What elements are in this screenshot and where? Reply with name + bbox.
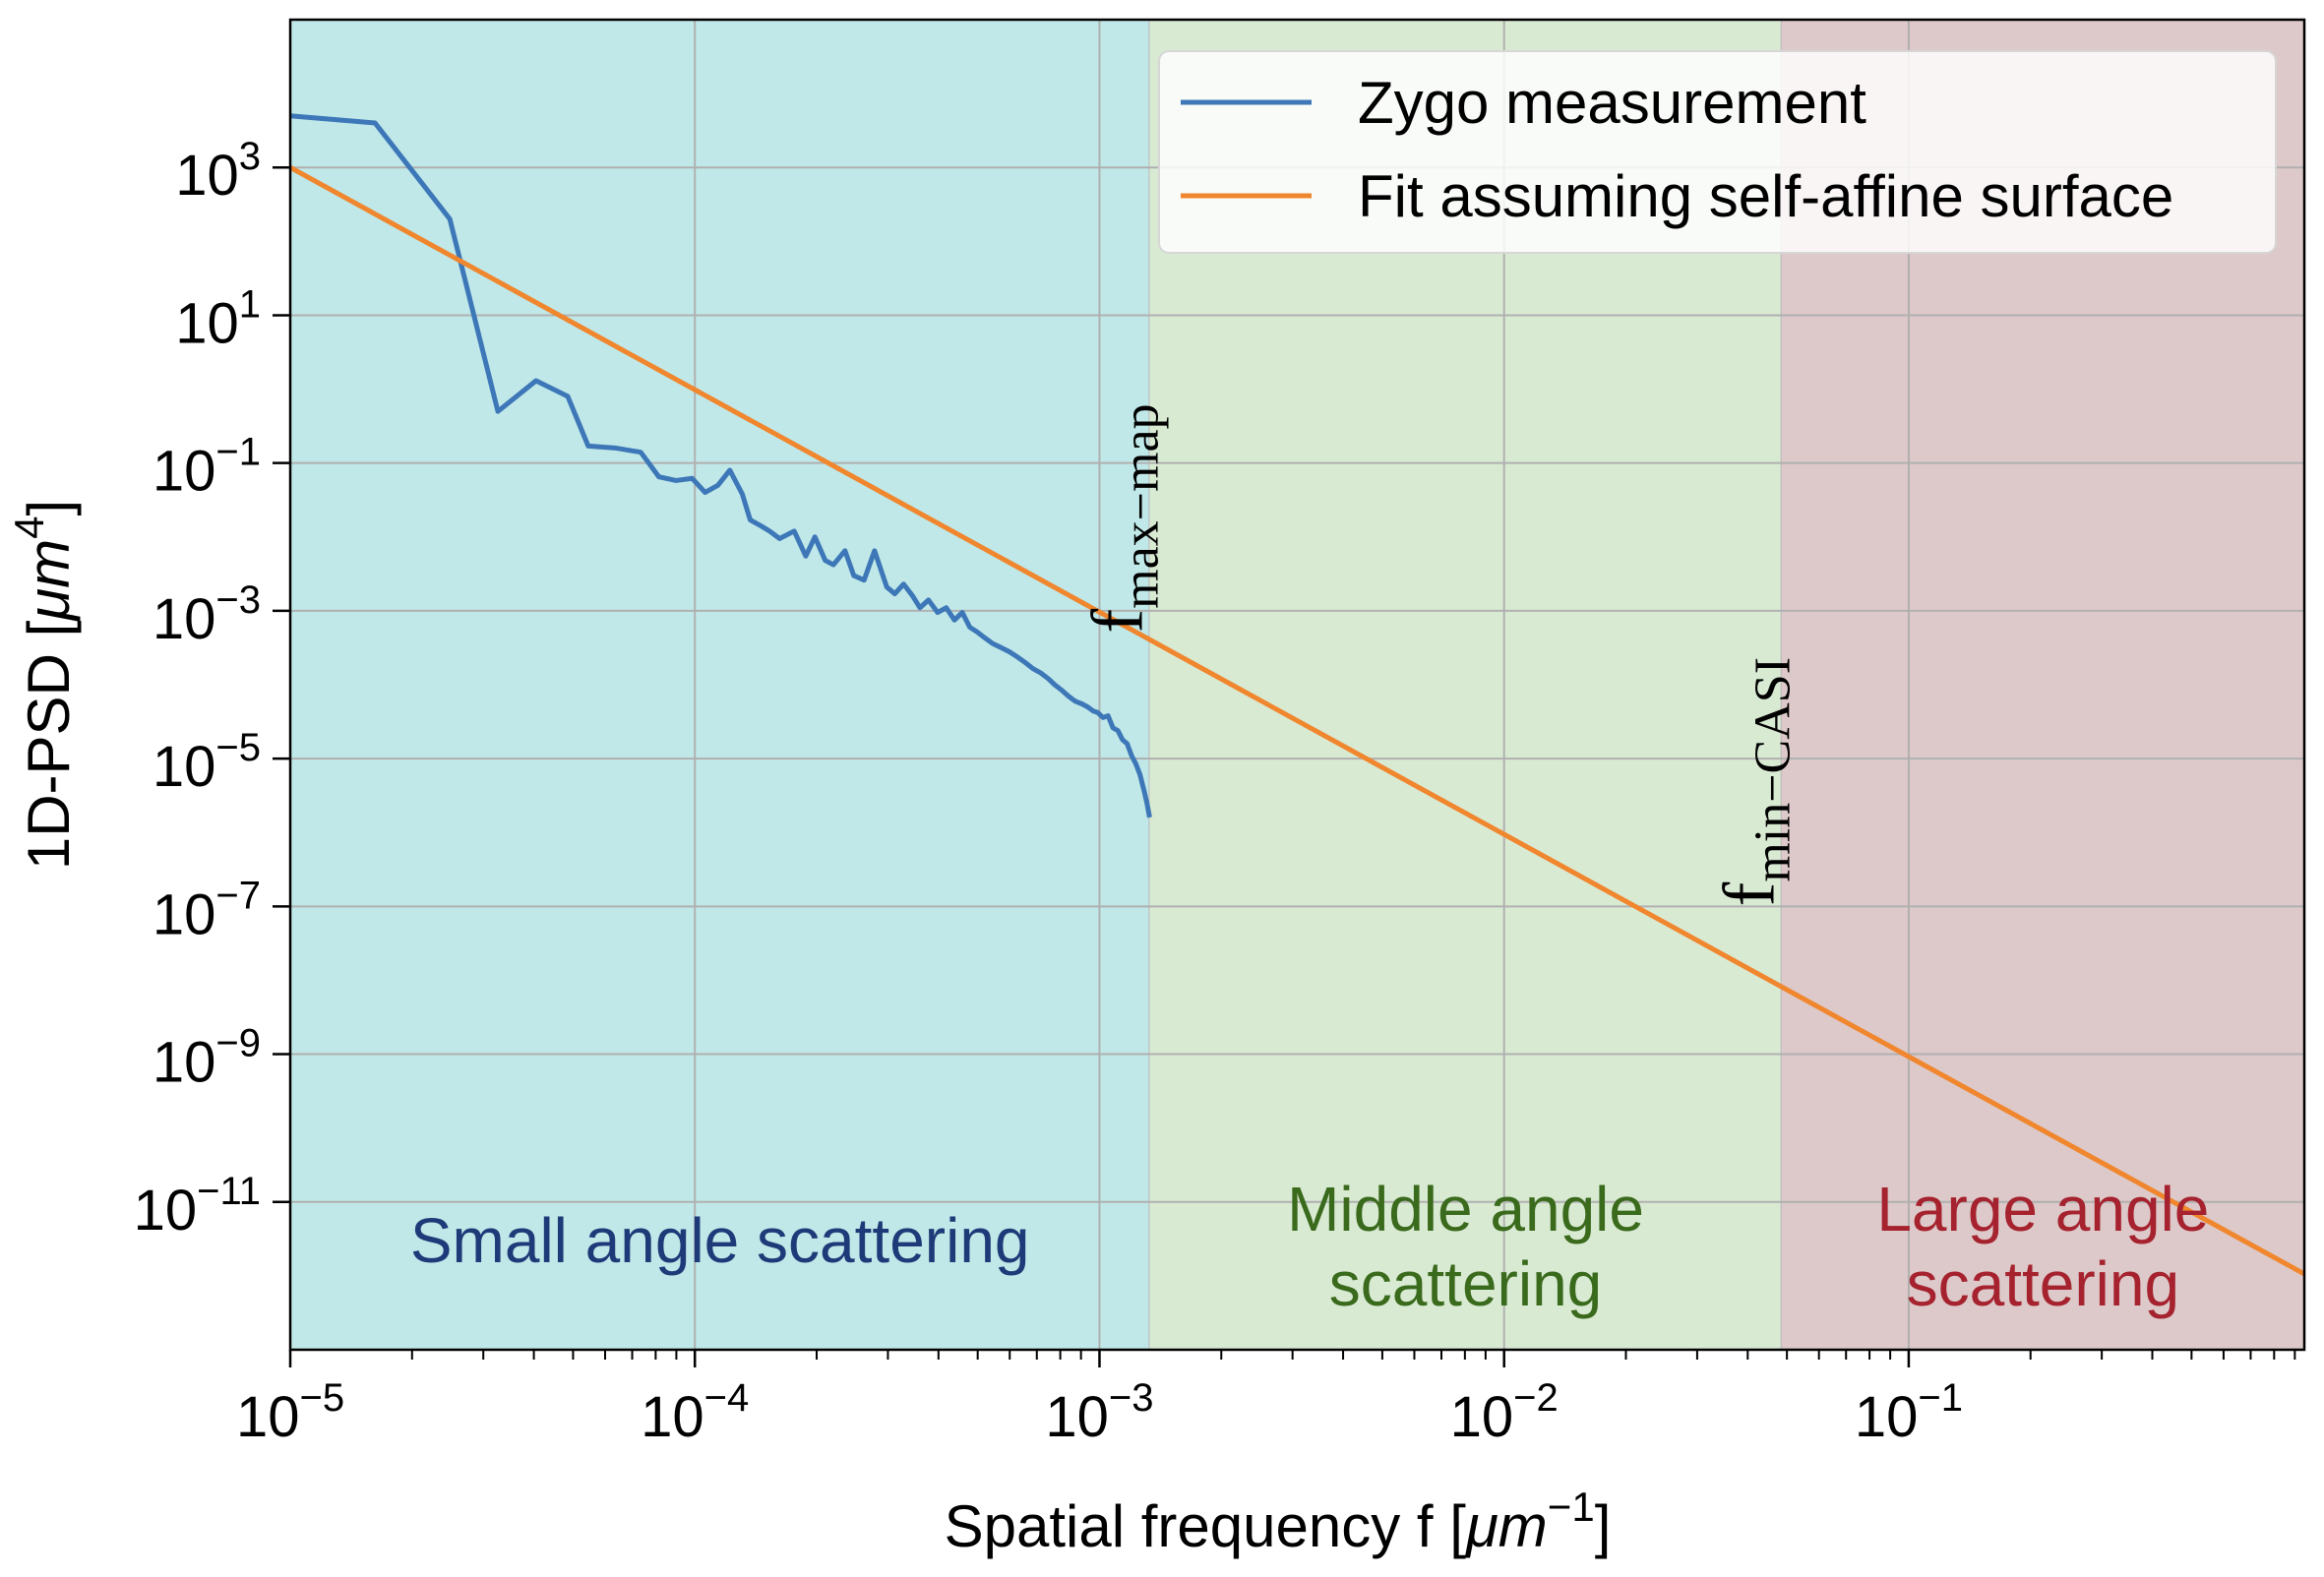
x-axis-label-suffix: ]: [1595, 1493, 1612, 1559]
x-axis-label: Spatial frequency f [μm−1]: [945, 1484, 1612, 1559]
y-axis-label-unit: μm: [16, 539, 82, 623]
x-axis-label-prefix: Spatial frequency f [: [945, 1493, 1467, 1559]
y-tick-label-4: 10−5: [153, 726, 261, 799]
x-tick-label-1: 10−5: [236, 1376, 344, 1449]
series-layer: [288, 113, 2306, 1277]
y-tick-base: 10: [153, 587, 216, 651]
x-tick-exp: −2: [1513, 1376, 1559, 1420]
plot-frame: [288, 18, 2306, 1352]
annotation-main: f: [1710, 881, 1791, 906]
region-2-label-line-2: scattering: [1329, 1248, 1602, 1319]
annotation-main: f: [1077, 608, 1158, 633]
legend-box: [1158, 50, 2277, 254]
y-tick-base: 10: [153, 882, 216, 946]
y-axis-label-exp: 4: [6, 516, 52, 539]
series-line-1: [289, 113, 1152, 819]
x-tick-base: 10: [1450, 1385, 1514, 1449]
x-tick-label-2: 10−4: [641, 1376, 749, 1449]
y-tick-base: 10: [175, 144, 239, 208]
y-tick-exp: −9: [215, 1022, 261, 1065]
x-tick-exp: −3: [1109, 1376, 1154, 1420]
y-tick-base: 10: [153, 1031, 216, 1095]
x-tick-label-5: 10−1: [1855, 1376, 1963, 1449]
boundary-annotation-f-min-casi: fmin−CASI: [1710, 657, 1802, 906]
y-tick-exp: −11: [197, 1170, 261, 1213]
x-tick-base: 10: [641, 1385, 704, 1449]
y-tick-label-6: 10−1: [153, 431, 261, 504]
y-tick-label-1: 10−11: [134, 1170, 261, 1243]
x-axis-label-unit: μm: [1464, 1493, 1548, 1559]
legend-label-2: Fit assuming self-affine surface: [1358, 163, 2173, 229]
x-tick-exp: −5: [299, 1376, 344, 1420]
annotation-subscript: min−CASI: [1745, 657, 1802, 882]
x-tick-base: 10: [1855, 1385, 1919, 1449]
boundary-annotation-f-max-map: fmax−map: [1077, 403, 1169, 633]
y-tick-label-8: 103: [175, 135, 261, 208]
y-tick-label-2: 10−9: [153, 1022, 261, 1095]
y-tick-label-7: 101: [175, 282, 261, 355]
y-axis-label: 1D-PSD [μm4]: [6, 500, 82, 870]
y-tick-base: 10: [153, 735, 216, 799]
frame-layer: [273, 18, 2306, 1367]
y-tick-exp: 1: [239, 282, 261, 326]
x-axis-label-exp: −1: [1548, 1484, 1595, 1530]
y-tick-base: 10: [134, 1179, 198, 1243]
y-tick-label-5: 10−3: [153, 578, 261, 651]
y-tick-exp: −7: [215, 874, 261, 917]
legend: Zygo measurement Fit assuming self-affine…: [1158, 50, 2277, 254]
x-tick-exp: −4: [704, 1376, 750, 1420]
legend-label-1: Zygo measurement: [1358, 70, 1866, 136]
region-1-label-line-1: Small angle scattering: [410, 1205, 1030, 1276]
x-tick-exp: −1: [1918, 1376, 1963, 1420]
region-2-label-line-1: Middle angle: [1287, 1174, 1644, 1244]
y-axis-label-suffix: ]: [16, 500, 82, 516]
region-3-label-line-1: Large angle: [1876, 1174, 2209, 1244]
x-tick-label-4: 10−2: [1450, 1376, 1559, 1449]
annotation-subscript: max−map: [1113, 403, 1169, 608]
y-axis-label-prefix: 1D-PSD [: [16, 620, 82, 870]
x-tick-label-3: 10−3: [1045, 1376, 1153, 1449]
y-tick-exp: 3: [239, 135, 261, 178]
y-tick-exp: −1: [215, 431, 261, 474]
y-tick-exp: −3: [215, 578, 261, 622]
x-tick-base: 10: [1045, 1385, 1109, 1449]
y-tick-exp: −5: [215, 726, 261, 769]
region-1-fill: [290, 20, 1150, 1350]
axis-labels: 10−5 10−4 10−3 10−2 10−110−1110−910−710−510−…: [6, 135, 2209, 1559]
x-tick-base: 10: [236, 1385, 300, 1449]
region-3-label-line-2: scattering: [1907, 1248, 2179, 1319]
y-tick-base: 10: [175, 291, 239, 355]
series-line-2: [288, 165, 2306, 1277]
y-tick-label-3: 10−7: [153, 874, 261, 946]
y-tick-base: 10: [153, 440, 216, 504]
